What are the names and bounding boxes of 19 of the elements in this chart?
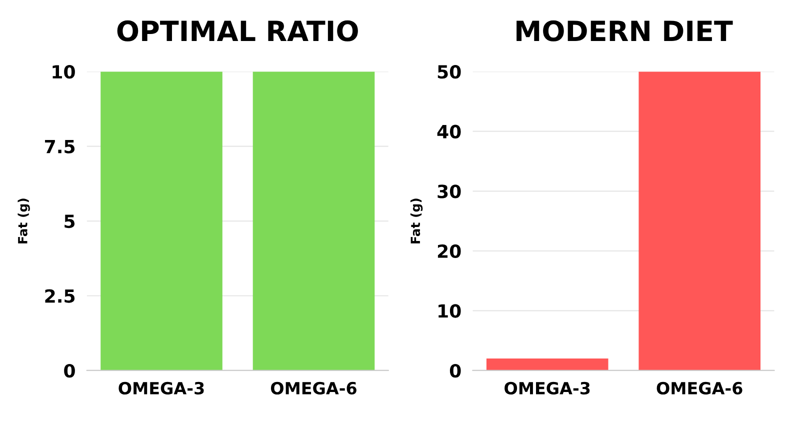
chart-title: OPTIMAL RATIO <box>117 20 358 42</box>
y-axis-title: Fat (g) <box>18 198 30 244</box>
y-tick-label: 0 <box>450 364 461 378</box>
y-tick-label: 10 <box>52 65 75 79</box>
y-axis-title: Fat (g) <box>410 198 423 244</box>
y-tick-label: 20 <box>438 244 461 258</box>
y-tick-label: 2.5 <box>45 289 75 303</box>
x-tick-label: OMEGA-6 <box>656 382 742 394</box>
y-tick-label: 10 <box>438 304 461 318</box>
y-tick-label: 40 <box>437 124 461 138</box>
y-tick-label: 50 <box>438 65 461 79</box>
y-tick-label: 7.5 <box>45 140 75 154</box>
x-tick-label: OMEGA-6 <box>270 382 356 394</box>
y-tick-label: 5 <box>64 214 75 228</box>
x-tick-label: OMEGA-3 <box>504 382 590 394</box>
y-tick-label: 30 <box>438 184 461 198</box>
chart-title: MODERN DIET <box>516 20 733 42</box>
y-tick-label: 0 <box>64 364 75 378</box>
x-tick-label: OMEGA-3 <box>118 382 204 394</box>
